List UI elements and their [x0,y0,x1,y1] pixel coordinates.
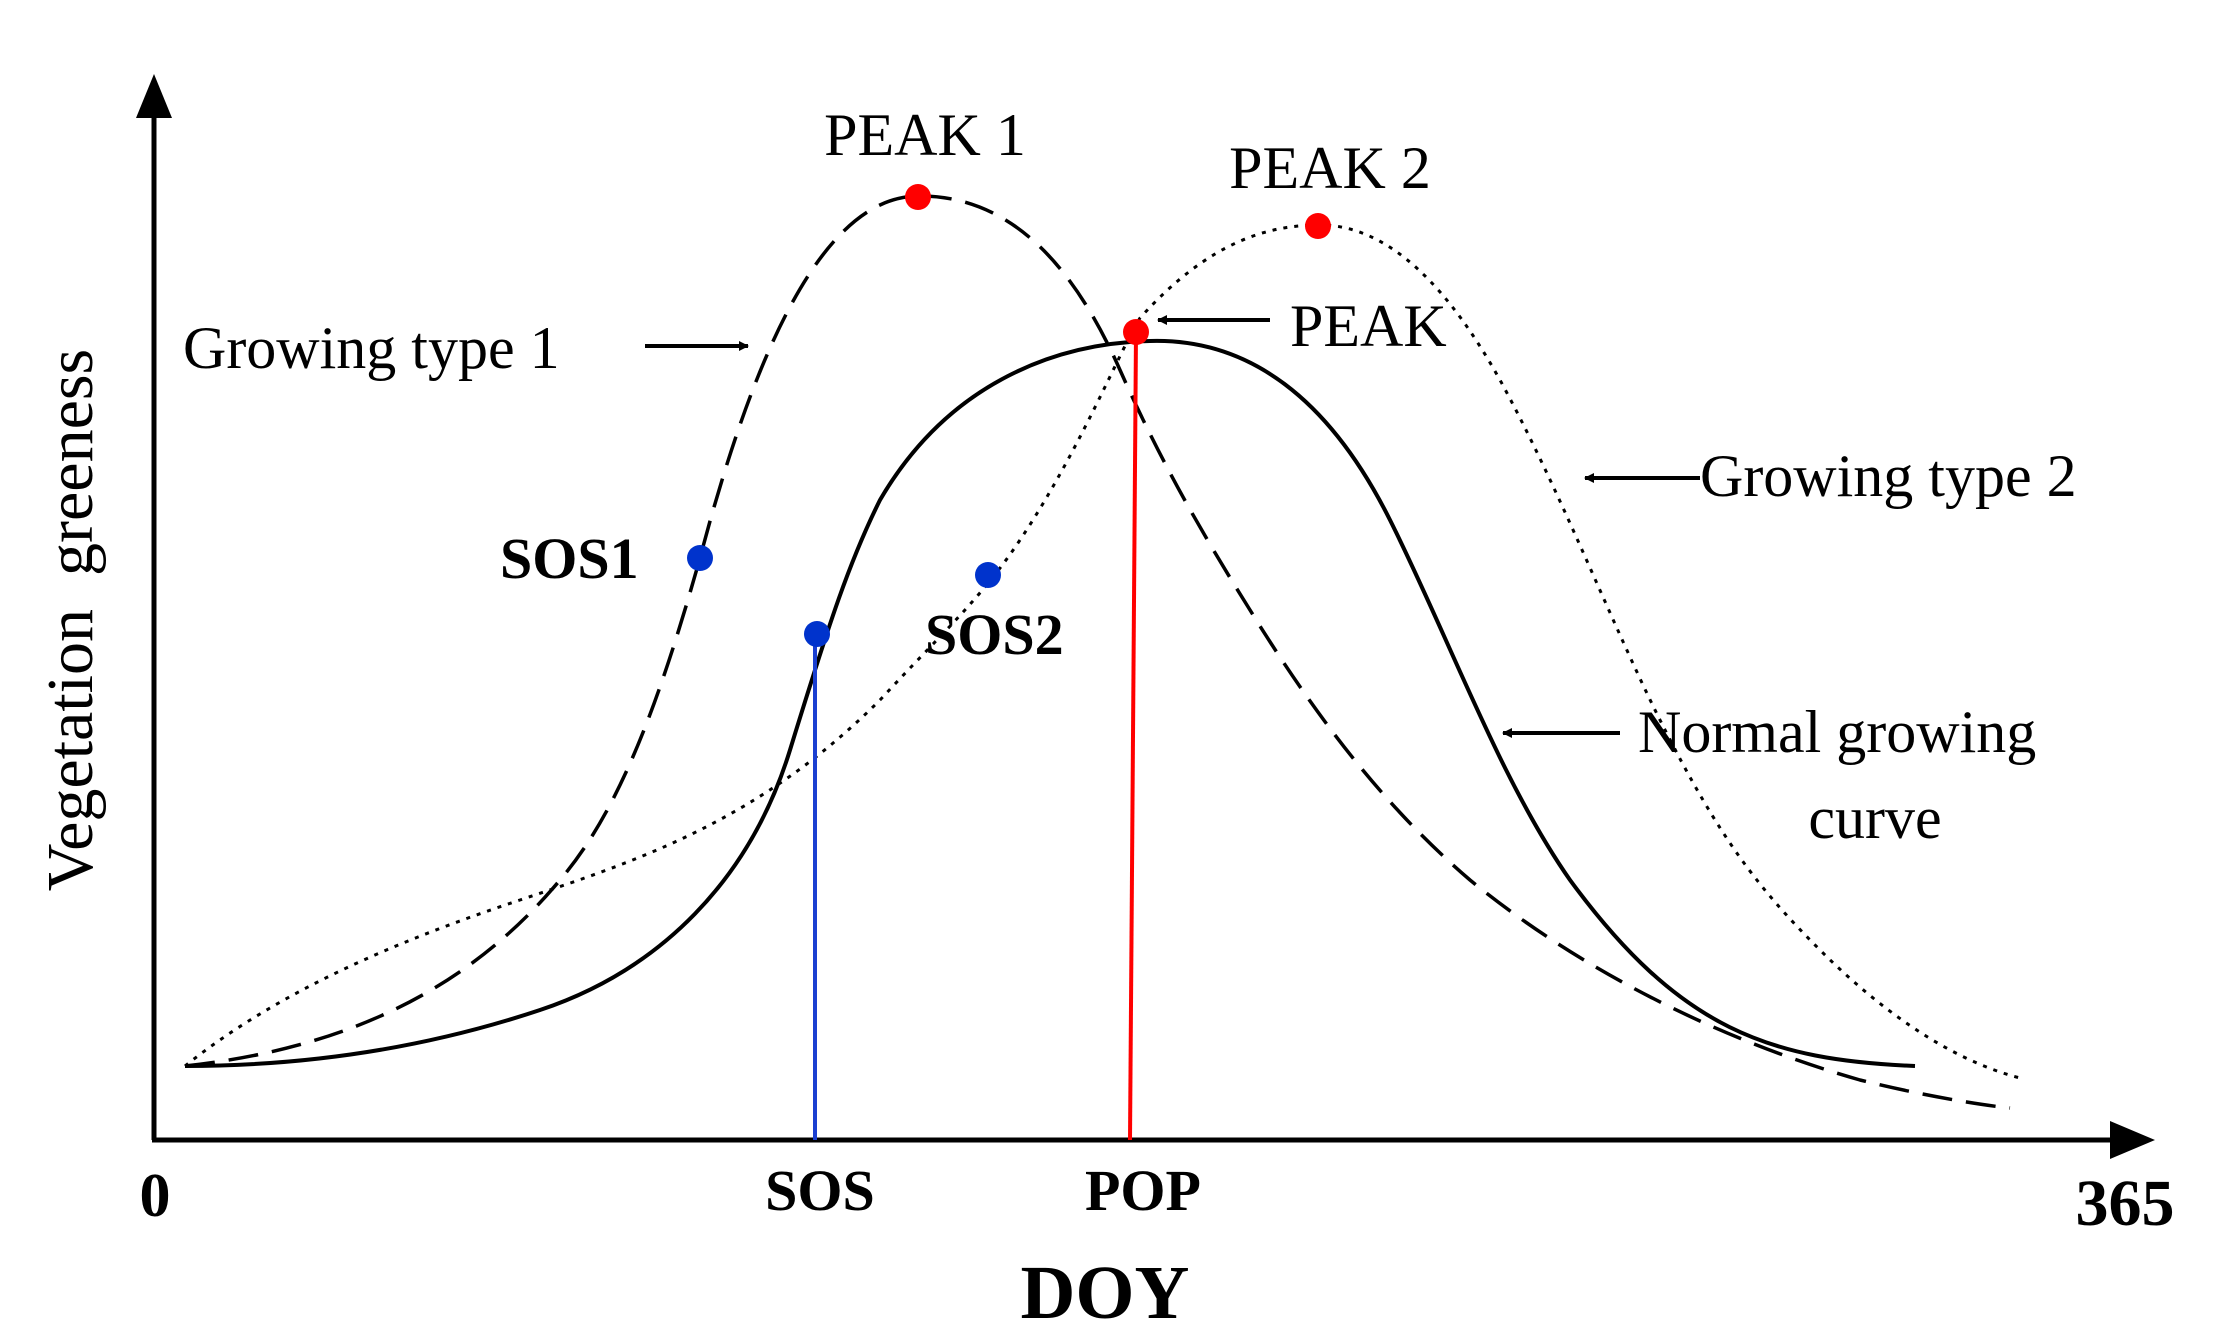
peak2-label: PEAK 2 [1229,135,1431,201]
normal-growing-curve [184,338,1916,1068]
peak-marker [1123,319,1149,345]
x-end-label: 365 [2076,1167,2175,1240]
x-start-label: 0 [140,1162,171,1230]
sos2-label: SOS2 [925,602,1064,667]
y-axis-arrow-icon [136,74,172,118]
y-axis-label: Vegetation greeness [34,349,107,891]
normal-curve-label-line1: Normal growing [1638,699,2036,765]
pop-tick-label: POP [1085,1158,1201,1223]
axes [136,74,2155,1159]
growing-type-1-curve [184,194,2011,1110]
sos2-marker [975,562,1001,588]
sos-tick-label: SOS [765,1158,875,1223]
growing-type-1-label: Growing type 1 [183,315,560,381]
growing-type-2-label: Growing type 2 [1700,443,2077,509]
x-axis-arrow-icon [2110,1121,2155,1159]
peak1-marker [905,184,931,210]
peak-label: PEAK [1290,293,1447,359]
sos1-label: SOS1 [500,526,639,591]
x-axis-label: DOY [1021,1251,1190,1335]
pop-line [1128,331,1138,1141]
peak2-marker [1305,213,1331,239]
sos-marker [804,621,830,647]
peak1-label: PEAK 1 [824,102,1026,168]
growing-type-2-curve [184,223,2021,1080]
normal-curve-label-line2: curve [1808,785,1941,851]
sos1-marker [687,545,713,571]
